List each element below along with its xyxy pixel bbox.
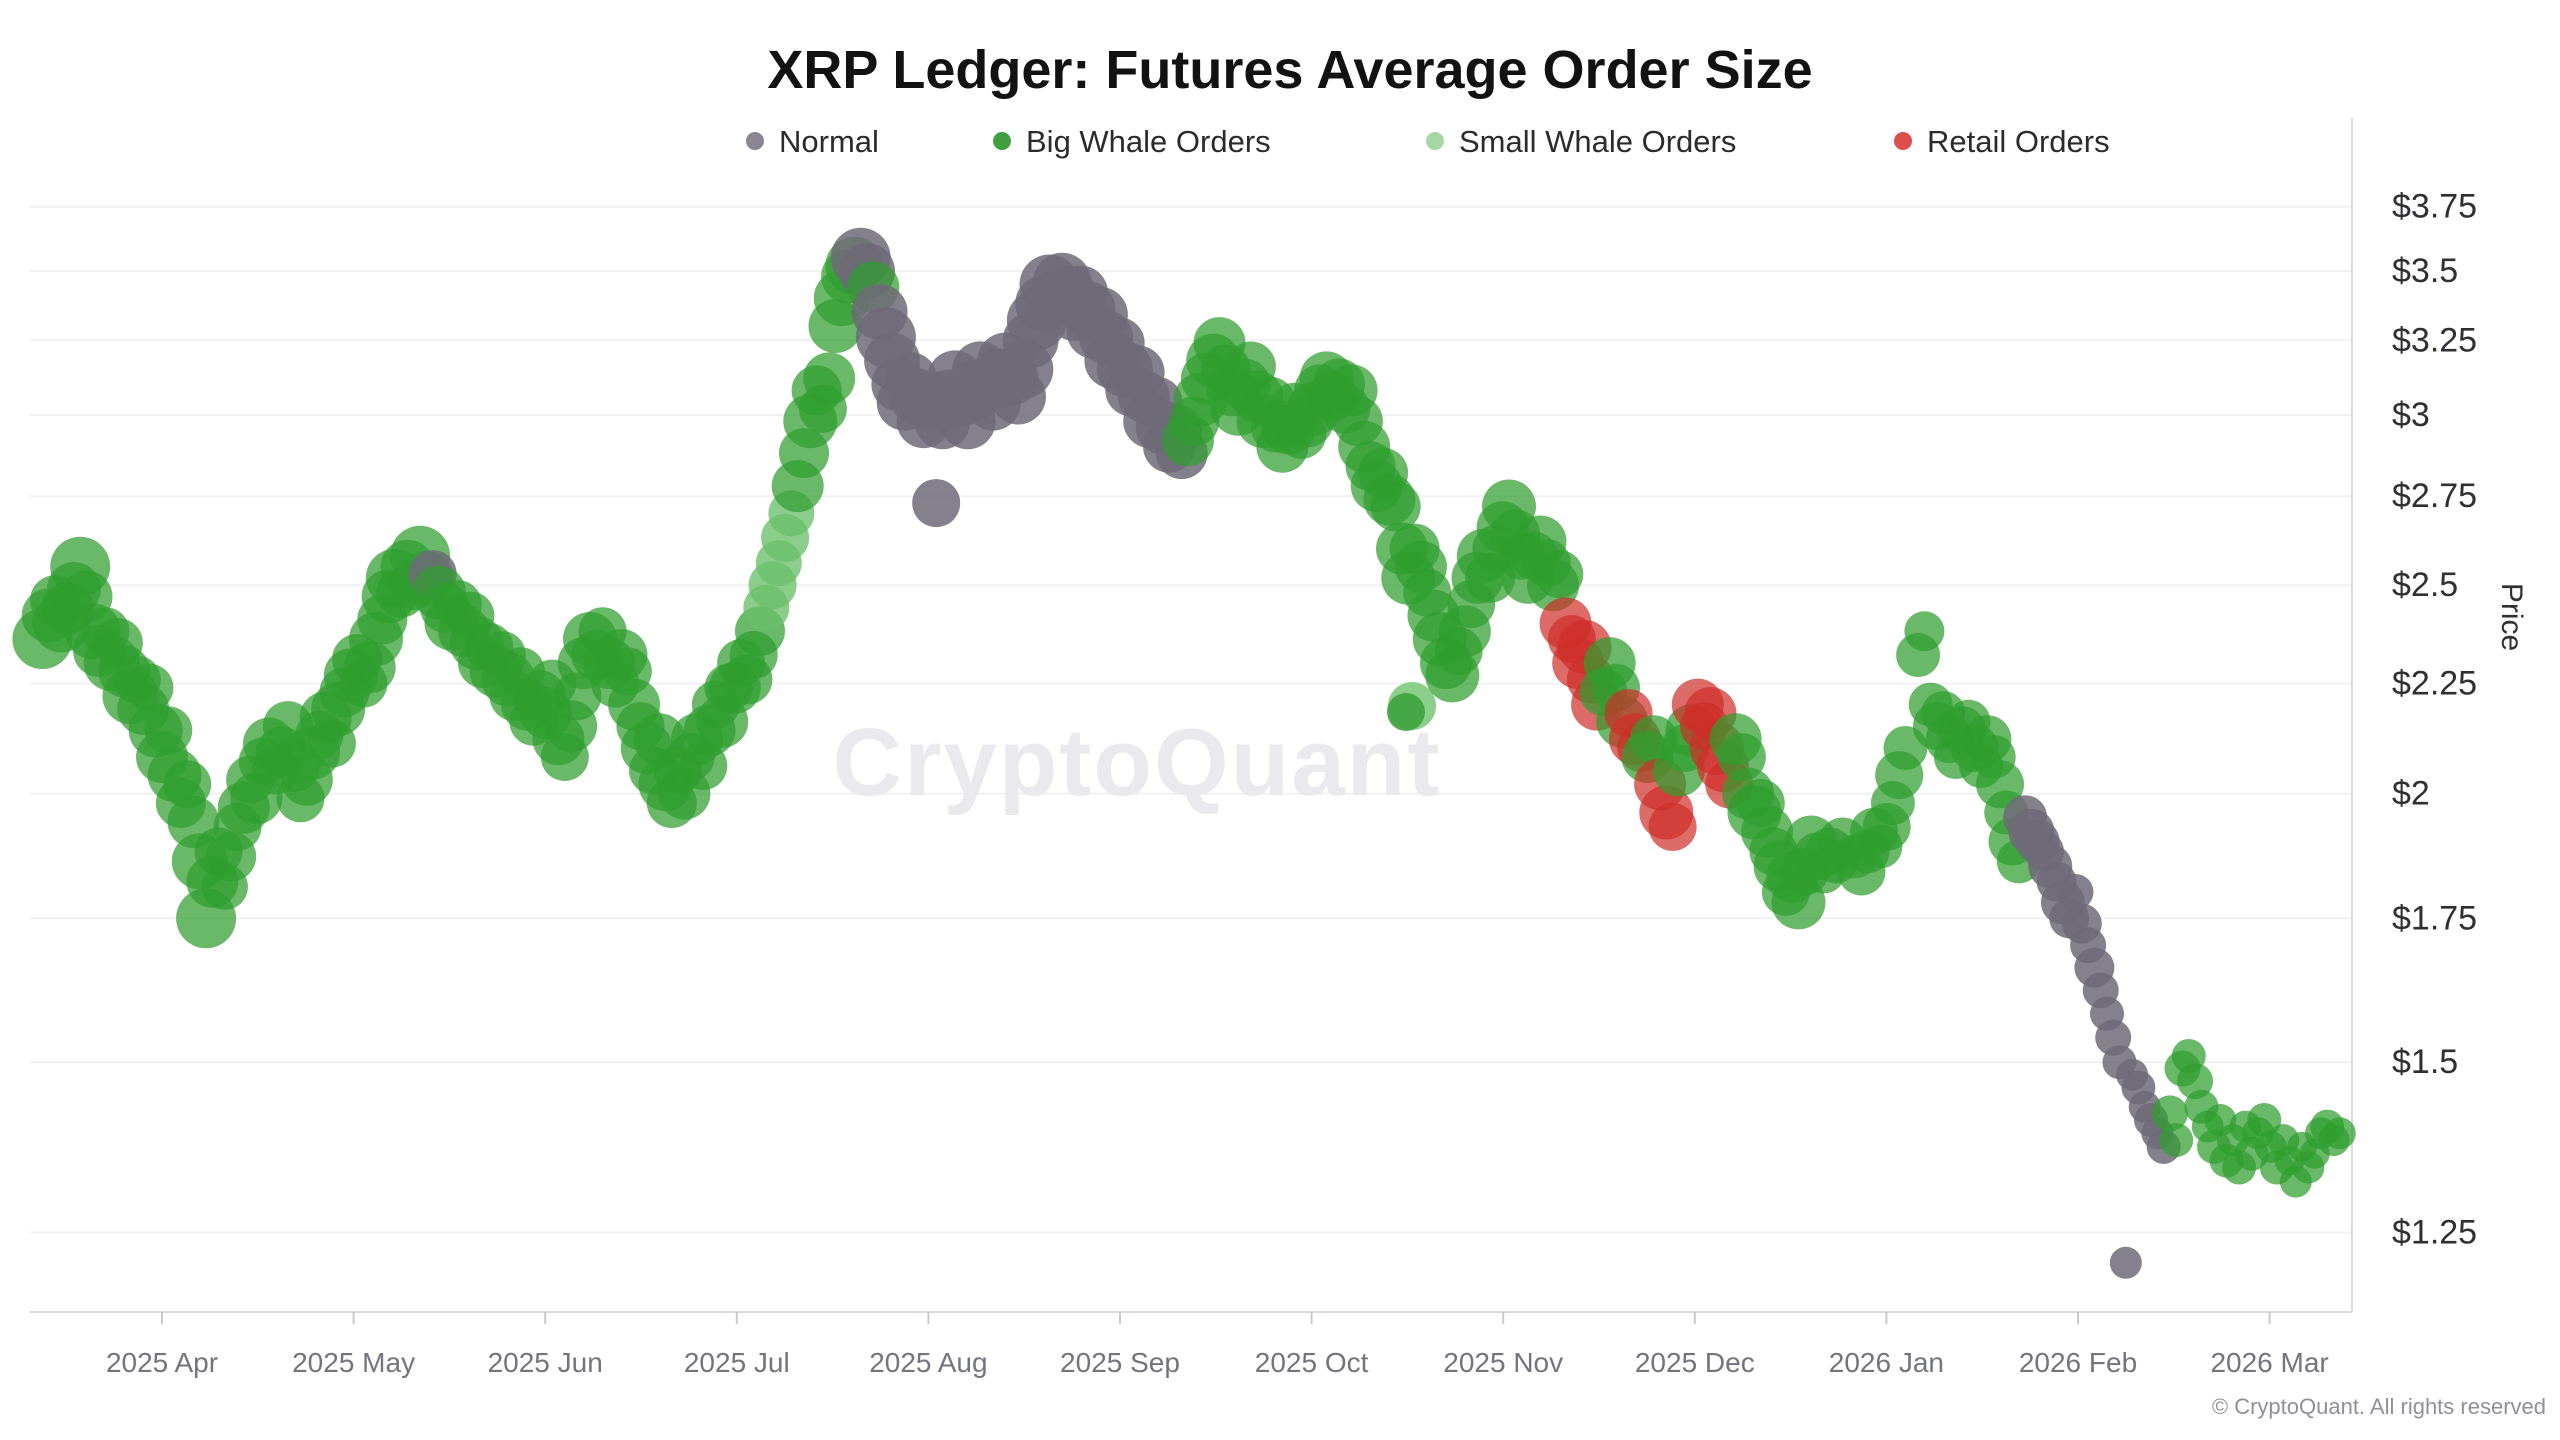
- x-tick-label: 2026 Feb: [2019, 1347, 2137, 1378]
- x-tick-label: 2025 Apr: [106, 1347, 218, 1378]
- data-point-big-whale[interactable]: [1370, 481, 1421, 532]
- legend-dot-big-whale-icon: [993, 132, 1011, 150]
- y-tick-label: $2: [2392, 775, 2430, 813]
- watermark: CryptoQuant: [833, 682, 1442, 816]
- gridlines: [30, 205, 2352, 1234]
- legend-item-big-whale[interactable]: Big Whale Orders: [993, 124, 1271, 159]
- legend-item-retail[interactable]: Retail Orders: [1894, 124, 2110, 159]
- y-tick-label: $3.5: [2392, 252, 2458, 290]
- legend-dot-retail-icon: [1894, 132, 1912, 150]
- data-point-retail[interactable]: [1648, 802, 1697, 851]
- y-tick-label: $2.25: [2392, 665, 2477, 703]
- watermark-text: CryptoQuant: [833, 709, 1442, 816]
- copyright-notice: © CryptoQuant. All rights reserved: [2212, 1394, 2546, 1419]
- data-point-big-whale[interactable]: [1535, 550, 1584, 599]
- data-point-big-whale[interactable]: [2323, 1117, 2356, 1150]
- legend-label: Retail Orders: [1927, 124, 2110, 159]
- y-axis-labels: $3.75 $3.5 $3.25 $3 $2.75 $2.5 $2.25 $2 $1.75 $1.…: [2392, 188, 2477, 1252]
- data-point-big-whale[interactable]: [2151, 1095, 2188, 1132]
- data-point-normal[interactable]: [2057, 874, 2094, 910]
- x-axis-labels: 2025 Apr 2025 May 2025 Jun 2025 Jul 2025 Aug…: [106, 1347, 2329, 1378]
- legend-item-normal[interactable]: Normal: [746, 124, 879, 159]
- legend: Normal Big Whale Orders Small Whale Orders…: [746, 124, 2110, 159]
- data-point-normal[interactable]: [912, 479, 961, 528]
- y-tick-label: $2.75: [2392, 477, 2477, 515]
- y-tick-label: $3: [2392, 396, 2430, 434]
- legend-label: Normal: [779, 124, 879, 159]
- legend-label: Big Whale Orders: [1026, 124, 1271, 159]
- legend-item-small-whale[interactable]: Small Whale Orders: [1426, 124, 1736, 159]
- y-axis-title: Price: [2495, 583, 2528, 651]
- data-point-big-whale[interactable]: [2159, 1123, 2194, 1158]
- x-tick-label: 2025 Sep: [1060, 1347, 1180, 1378]
- x-tick-label: 2025 Jul: [684, 1347, 790, 1378]
- x-tick-label: 2025 Dec: [1635, 1347, 1755, 1378]
- x-tick-label: 2025 May: [292, 1347, 415, 1378]
- y-tick-label: $1.25: [2392, 1213, 2477, 1251]
- data-point-big-whale[interactable]: [144, 706, 193, 755]
- y-tick-label: $3.25: [2392, 321, 2477, 359]
- x-tick-label: 2026 Mar: [2210, 1347, 2328, 1378]
- data-point-normal[interactable]: [2109, 1246, 2142, 1279]
- legend-dot-small-whale-icon: [1426, 132, 1444, 150]
- data-point-big-whale[interactable]: [125, 663, 174, 712]
- data-point-big-whale[interactable]: [1904, 611, 1945, 652]
- x-tick-label: 2025 Nov: [1443, 1347, 1563, 1378]
- data-point-big-whale[interactable]: [163, 760, 212, 809]
- y-tick-label: $3.75: [2392, 188, 2477, 226]
- data-points: [12, 227, 2356, 1279]
- cryptoquant-logo-icon: [1387, 682, 1436, 731]
- legend-label: Small Whale Orders: [1459, 124, 1736, 159]
- y-tick-label: $1.75: [2392, 899, 2477, 937]
- legend-dot-normal-icon: [746, 132, 764, 150]
- y-tick-label: $1.5: [2392, 1043, 2458, 1081]
- x-tick-label: 2025 Oct: [1255, 1347, 1369, 1378]
- x-tick-label: 2025 Aug: [869, 1347, 987, 1378]
- y-tick-label: $2.5: [2392, 566, 2458, 604]
- x-tick-label: 2026 Jan: [1829, 1347, 1944, 1378]
- x-tick-label: 2025 Jun: [488, 1347, 603, 1378]
- chart-title: XRP Ledger: Futures Average Order Size: [767, 40, 1812, 100]
- data-point-big-whale[interactable]: [803, 352, 856, 405]
- axes: [30, 118, 2353, 1324]
